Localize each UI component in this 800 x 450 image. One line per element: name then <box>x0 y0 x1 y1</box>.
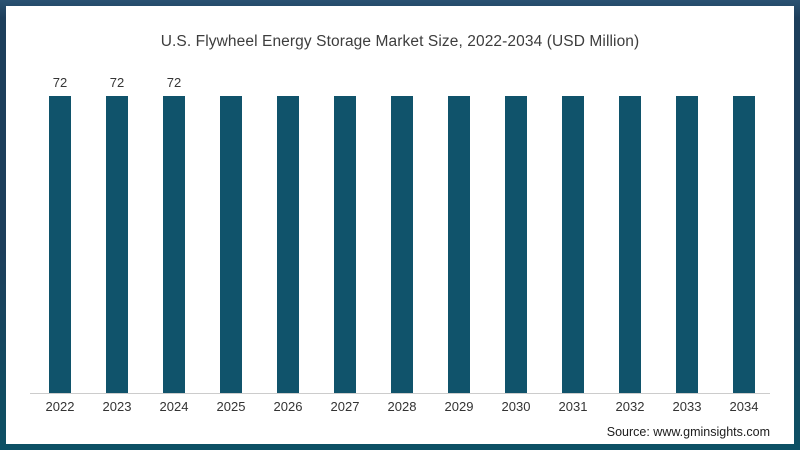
x-axis-tick-label: 2034 <box>729 399 759 414</box>
chart-canvas: U.S. Flywheel Energy Storage Market Size… <box>6 6 794 444</box>
x-axis-tick-label: 2023 <box>102 399 132 414</box>
chart-title: U.S. Flywheel Energy Storage Market Size… <box>160 33 640 50</box>
x-axis-tick-label: 2026 <box>273 399 303 414</box>
x-axis-tick-label: 2031 <box>558 399 588 414</box>
bar <box>676 96 698 393</box>
x-axis-tick-label: 2024 <box>159 399 189 414</box>
x-axis-tick-label: 2030 <box>501 399 531 414</box>
plot-area: 72 2022 72 2023 72 2024 2025 2026 2027 2028 2029 20… <box>6 6 794 444</box>
x-axis-tick-label: 2032 <box>615 399 645 414</box>
bar <box>505 96 527 393</box>
bar <box>106 96 128 393</box>
bar-value-label: 72 <box>52 75 68 90</box>
bar-value-label: 72 <box>109 75 125 90</box>
bar <box>220 96 242 393</box>
bar <box>391 96 413 393</box>
x-axis-tick-label: 2033 <box>672 399 702 414</box>
x-axis-tick-label: 2025 <box>216 399 246 414</box>
bar <box>733 96 755 393</box>
bar <box>277 96 299 393</box>
bar <box>619 96 641 393</box>
x-axis-tick-label: 2027 <box>330 399 360 414</box>
x-axis-tick-label: 2028 <box>387 399 417 414</box>
bar <box>562 96 584 393</box>
bar <box>163 96 185 393</box>
bar <box>334 96 356 393</box>
bar <box>448 96 470 393</box>
x-axis-tick-label: 2022 <box>45 399 75 414</box>
x-axis-tick-label: 2029 <box>444 399 474 414</box>
x-axis-line <box>30 393 770 394</box>
source-note: Source: www.gminsights.com <box>606 425 770 439</box>
bar-value-label: 72 <box>166 75 182 90</box>
bar <box>49 96 71 393</box>
